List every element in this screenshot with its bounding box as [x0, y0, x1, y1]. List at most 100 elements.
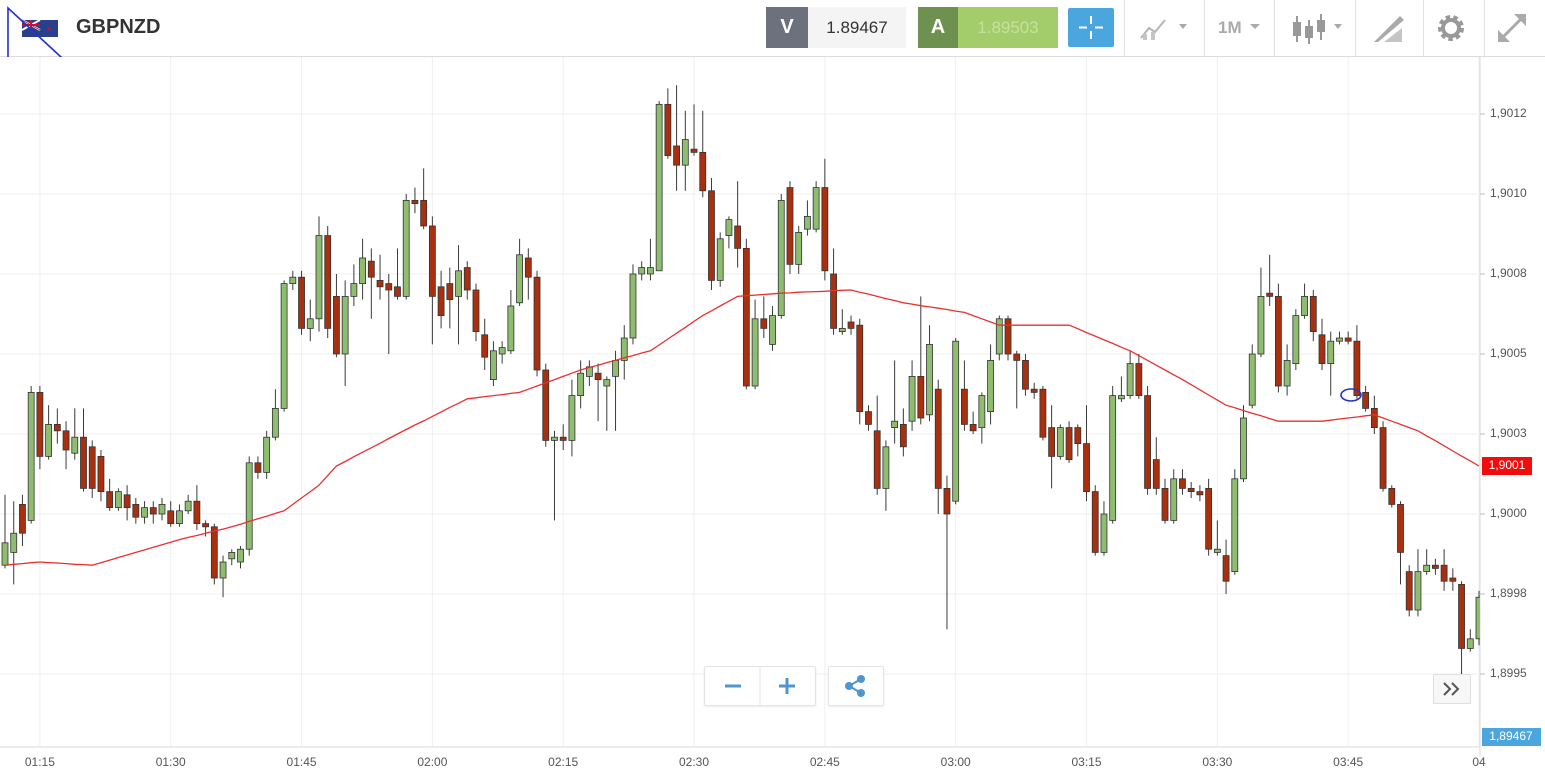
candle-body: [367, 260, 375, 278]
y-tick-label: 1,9005: [1490, 346, 1527, 360]
candle-body: [655, 103, 663, 272]
crosshair-button[interactable]: [1068, 8, 1114, 47]
candle-body: [1379, 427, 1387, 489]
y-tick-label: 1,9008: [1490, 266, 1527, 280]
candle-body: [1327, 340, 1335, 364]
sell-button[interactable]: V: [766, 7, 808, 48]
separator: [1124, 0, 1125, 56]
buy-button[interactable]: A: [918, 7, 958, 48]
candle-body: [1083, 443, 1090, 493]
x-tick-label: 01:45: [287, 755, 317, 769]
candle-body: [176, 510, 183, 525]
candle-body: [385, 283, 393, 291]
candle-body: [210, 526, 218, 579]
candle-body: [1048, 427, 1056, 457]
candle-body: [428, 225, 436, 297]
candle-body: [943, 488, 951, 515]
draw-button[interactable]: [1370, 0, 1410, 56]
candle-body: [1074, 427, 1082, 445]
candle-body: [1100, 513, 1108, 553]
y-tick-label: 1,9000: [1490, 506, 1527, 520]
candle-body: [1274, 295, 1282, 387]
candle-body: [254, 462, 262, 473]
candle-body: [167, 510, 175, 525]
candle-body: [1, 542, 9, 566]
candle-body: [71, 436, 79, 454]
candle-body: [123, 494, 131, 509]
candle-body: [1301, 295, 1308, 316]
chart: 01:15 01:30 01:45 02:00 02:15 02:30 02:45 03:00…: [0, 57, 1541, 769]
candle-body: [1170, 478, 1178, 521]
candle-body: [1161, 488, 1169, 521]
candle-body: [638, 267, 646, 275]
candle-body: [1466, 638, 1474, 649]
candle-body: [708, 190, 715, 281]
buy-price[interactable]: 1.89503: [958, 7, 1058, 48]
x-tick-label: 03:15: [1071, 755, 1101, 769]
candle-body: [1405, 571, 1413, 611]
candle-body: [882, 446, 890, 489]
ma-price-label: 1,9001: [1489, 458, 1526, 472]
toolbar: GBPNZD V 1.89467 A 1.89503 1M: [0, 0, 1545, 71]
candle-body: [402, 199, 410, 297]
fullscreen-button[interactable]: [1494, 0, 1534, 56]
y-tick-label: 1,8995: [1490, 666, 1527, 680]
candle-body: [934, 388, 942, 489]
candle-body: [184, 500, 192, 512]
candle-body: [891, 420, 899, 429]
candle-body: [612, 359, 619, 377]
candle-body: [481, 334, 489, 358]
candle-body: [1414, 571, 1422, 611]
candle-body: [350, 283, 358, 297]
candle-body: [673, 145, 680, 166]
candle-body: [734, 225, 742, 249]
indicator-button[interactable]: [1135, 0, 1195, 56]
candle-body: [873, 430, 881, 489]
candle-body: [394, 286, 401, 297]
candle-body: [1222, 555, 1230, 582]
sell-price[interactable]: 1.89467: [808, 7, 906, 48]
candle-body: [490, 350, 497, 380]
scroll-right-button[interactable]: [1433, 674, 1471, 704]
candle-body: [1248, 353, 1256, 406]
candle-body: [1109, 395, 1117, 521]
candle-body: [1065, 427, 1073, 461]
share-button[interactable]: [828, 666, 884, 706]
candle-body: [725, 219, 733, 236]
candle-body: [149, 507, 157, 515]
candle-body: [594, 372, 602, 380]
candle-body: [533, 276, 541, 371]
chart-type-button[interactable]: [1288, 0, 1348, 56]
candle-body: [865, 411, 872, 425]
candle-body: [559, 436, 567, 441]
y-tick-label: 1,9010: [1490, 186, 1527, 200]
candle-body: [603, 379, 611, 387]
settings-button[interactable]: [1434, 0, 1470, 56]
candle-body: [1196, 491, 1204, 496]
candle-body: [1091, 491, 1099, 553]
candle-body: [690, 148, 698, 153]
candle-body: [245, 462, 253, 550]
zoom-icons: [725, 667, 795, 705]
separator: [1355, 0, 1356, 56]
candle-body: [219, 561, 227, 579]
candle-body: [306, 318, 314, 329]
candle-body: [1030, 388, 1038, 393]
separator: [1423, 0, 1424, 56]
candle-body: [742, 247, 750, 387]
candle-body: [193, 500, 201, 525]
zoom-controls: [704, 666, 816, 706]
candle-body: [27, 391, 35, 521]
y-tick-label: 1,8998: [1490, 586, 1527, 600]
candle-body: [769, 315, 776, 345]
candle-body: [568, 395, 576, 441]
candle-body: [1179, 478, 1186, 489]
candle-body: [847, 321, 855, 329]
y-tick-label: 1,9003: [1490, 426, 1527, 440]
period-button[interactable]: 1M: [1218, 18, 1242, 37]
candle-body: [420, 199, 428, 227]
candle-body: [498, 347, 506, 355]
candle-body: [961, 388, 968, 425]
candle-body: [542, 369, 550, 441]
candle-body: [315, 235, 323, 320]
